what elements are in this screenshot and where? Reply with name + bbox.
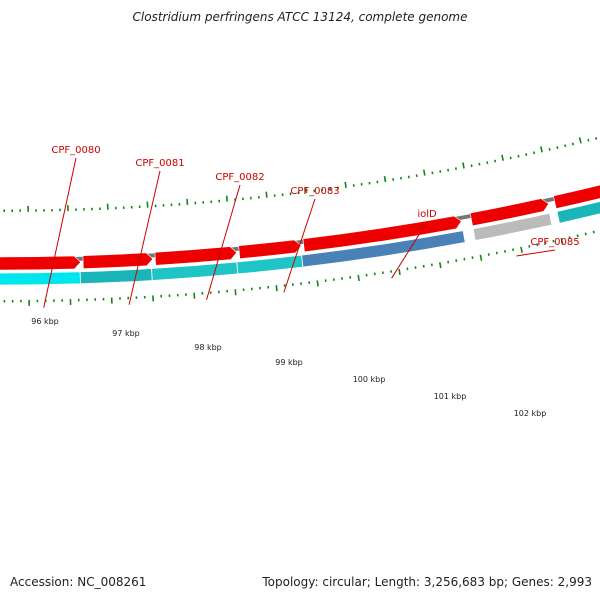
tick-mark [544,241,547,245]
label-line [206,184,241,300]
cds-arrow [82,252,154,269]
label-line [391,221,428,279]
genome-stats-text: Topology: circular; Length: 3,256,683 bp… [262,575,592,589]
gene-label: CPF_0081 [135,158,184,169]
gene-label: CPF_0080 [51,145,100,156]
tick-mark [584,232,587,236]
tick-mark [552,239,555,243]
gene-label-lines [43,157,556,308]
gene-label: CPF_0083 [290,186,339,197]
tick-mark [528,245,531,248]
tick-mark [568,236,571,240]
tick-mark [304,187,308,194]
feature-block [556,201,600,224]
cds-arrow [469,198,550,227]
accession-text: Accession: NC_008261 [10,575,147,589]
tick-mark [479,254,483,261]
tick-mark [533,151,536,155]
tick-mark [556,146,559,149]
scale-label: 96 kbp [31,317,59,326]
cds-arrow [154,246,238,266]
cds-arrow [0,255,82,271]
tick-mark [225,195,229,202]
feature-block [79,268,153,285]
tick-mark [383,175,387,183]
scale-label: 98 kbp [194,343,222,352]
label-line [43,157,77,308]
scale-label: 99 kbp [275,358,303,367]
scale-label: 102 kbp [514,409,547,418]
gene-label: CPF_0085 [530,237,579,248]
outer-tick-marks [3,230,595,306]
tick-mark [571,142,574,146]
feature-block [472,212,553,242]
tick-mark [462,162,465,169]
feature-block [0,271,81,286]
tick-mark [439,262,442,269]
feature-block [301,230,466,268]
tick-mark [398,268,401,276]
scale-label: 97 kbp [112,329,140,338]
label-line [516,249,556,257]
scale-label: 100 kbp [353,375,386,384]
label-line [128,170,161,305]
gene-label: CPF_0082 [215,172,264,183]
tick-mark [501,154,504,161]
feature-ring [0,201,600,286]
tick-mark [576,234,579,238]
gene-labels: CPF_0080 CPF_0081 CPF_0082 CPF_0083 iolD… [51,145,579,248]
tick-mark [592,230,595,234]
tick-mark [595,136,598,140]
scale-labels: 96 kbp 97 kbp 98 kbp 99 kbp 100 kbp 101 … [31,317,546,418]
tick-mark [548,147,551,151]
label-line [283,198,316,293]
cds-ring [0,184,600,271]
tick-mark [525,153,528,156]
tick-mark [316,280,319,287]
map-title: Clostridium perfringens ATCC 13124, comp… [132,10,468,24]
tick-mark [536,243,539,247]
tick-mark [265,191,268,198]
tick-mark [517,154,520,158]
cds-arrow [302,215,462,253]
tick-mark [422,169,426,176]
tick-mark [357,274,360,282]
tick-mark [234,289,237,296]
tick-mark [520,246,523,253]
inner-tick-marks [3,136,598,212]
tick-mark [344,181,347,188]
gene-label: iolD [417,209,437,220]
tick-mark [564,144,567,148]
tick-mark [578,137,582,144]
tick-mark [509,156,512,160]
tick-mark [540,146,543,153]
tick-mark [587,138,590,142]
cds-arrow [553,184,600,209]
scale-label: 101 kbp [434,392,467,401]
tick-mark [275,285,278,292]
tick-mark [560,238,564,245]
cds-arrow [238,239,302,260]
